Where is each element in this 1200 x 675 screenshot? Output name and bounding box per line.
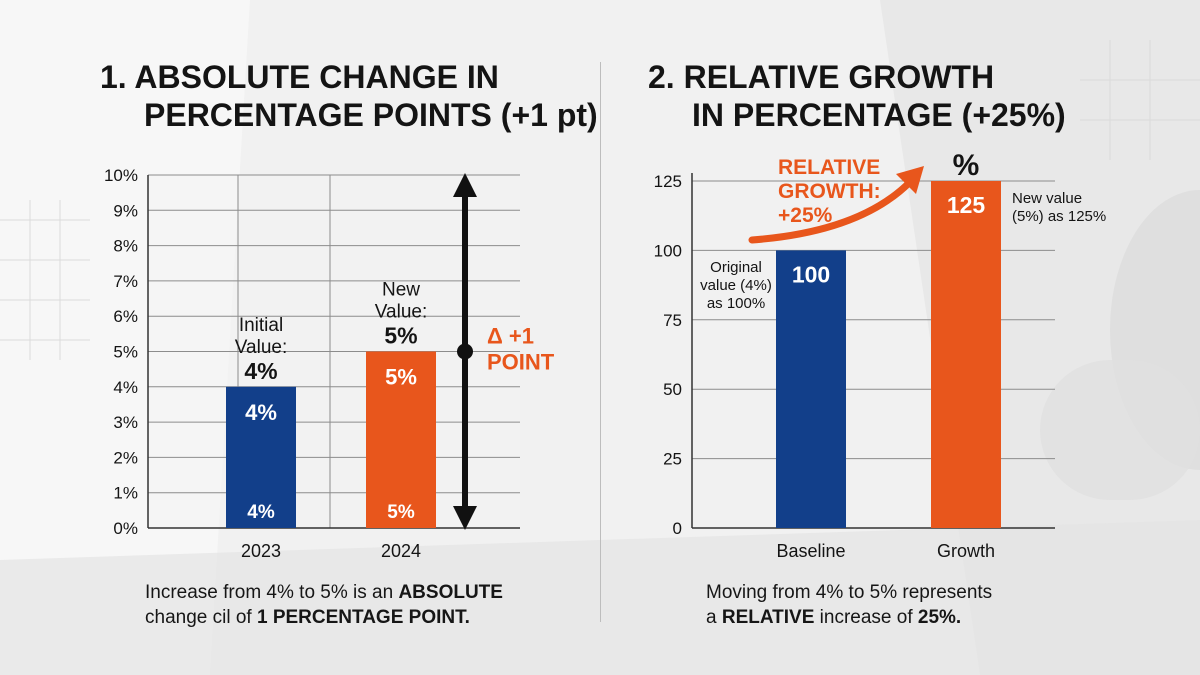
right-y-tick-label: 50 — [663, 380, 682, 399]
right-y-axis: 0 25 50 75 100 125 Baseline Growth — [654, 172, 1055, 561]
left-caption-line2-text: change cil of — [145, 607, 257, 628]
arrow-up-icon — [453, 173, 477, 197]
right-caption: Moving from 4% to 5% represents a RELATI… — [706, 580, 992, 630]
baseline-note-line3: as 100% — [707, 295, 765, 312]
delta-marker-dot — [457, 343, 473, 360]
left-caption-absolute: ABSOLUTE — [398, 582, 503, 603]
right-caption-line1: Moving from 4% to 5% represents — [706, 582, 993, 603]
left-bar-bottom-label: 4% — [247, 502, 275, 523]
left-y-tick-label: 9% — [113, 201, 138, 220]
left-bar-bottom-label: 5% — [387, 502, 415, 523]
delta-label-line2: POINT — [487, 350, 555, 375]
left-y-tick-label: 2% — [113, 448, 138, 467]
growth-arrow-icon — [896, 166, 924, 194]
left-y-tick-label: 8% — [113, 237, 138, 256]
left-caption-line1-text: Increase from 4% to 5% is an — [145, 582, 399, 603]
right-y-tick-label: 75 — [663, 311, 682, 330]
growth-arrow-curve — [748, 178, 914, 244]
right-bars: 100 125 — [776, 181, 1001, 528]
left-y-tick-label: 0% — [113, 519, 138, 538]
left-bar-2024 — [366, 351, 436, 528]
initial-value-annotation-line2: Value: — [235, 337, 287, 358]
relative-growth-label-line1: RELATIVE — [778, 156, 880, 179]
initial-value-annotation-value: 4% — [244, 358, 277, 384]
left-bars: 4% 4% 5% 5% — [226, 351, 436, 528]
baseline-note-line1: Original — [710, 259, 762, 276]
new-value-annotation-line1: New — [382, 280, 420, 301]
right-caption-relative: RELATIVE — [721, 607, 815, 628]
arrow-down-icon — [453, 506, 477, 530]
left-y-tick-label: 1% — [113, 484, 138, 503]
right-y-tick-label: 25 — [663, 450, 682, 469]
right-x-tick-label: Growth — [937, 541, 995, 561]
left-bar-top-label: 4% — [245, 400, 277, 425]
percent-unit-label: % — [953, 149, 980, 182]
left-x-tick-label: 2023 — [241, 541, 281, 561]
right-bar-growth — [931, 181, 1001, 528]
right-caption-line2-pre: a — [706, 607, 722, 628]
right-title-line1: 2. RELATIVE GROWTH — [648, 59, 995, 95]
left-bar-2023 — [226, 386, 296, 528]
left-panel-title: 1. ABSOLUTE CHANGE IN PERCENTAGE POINTS … — [100, 58, 598, 134]
left-caption: Increase from 4% to 5% is an ABSOLUTE ch… — [145, 580, 503, 630]
right-y-tick-label: 0 — [673, 519, 682, 538]
left-y-tick-label: 5% — [113, 343, 138, 362]
right-caption-percent: 25%. — [917, 607, 962, 628]
right-panel-title: 2. RELATIVE GROWTH IN PERCENTAGE (+25%) — [648, 58, 1066, 134]
right-title-line2: IN PERCENTAGE (+25%) — [692, 97, 1066, 133]
left-y-tick-label: 10% — [104, 166, 138, 185]
left-y-tick-label: 4% — [113, 378, 138, 397]
relative-growth-label-line3: +25% — [778, 204, 833, 227]
right-bar-value-label: 125 — [947, 192, 986, 218]
right-x-tick-label: Baseline — [776, 541, 845, 561]
right-bar-baseline — [776, 250, 846, 528]
left-bar-top-label: 5% — [385, 365, 417, 390]
new-value-annotation-value: 5% — [384, 323, 417, 349]
relative-growth-label-line2: GROWTH: — [778, 180, 881, 203]
left-title-line1: 1. ABSOLUTE CHANGE IN — [100, 59, 499, 95]
growth-note-line2: (5%) as 125% — [1012, 208, 1106, 225]
right-caption-line2-mid: increase of — [814, 607, 918, 628]
left-caption-point: 1 PERCENTAGE POINT. — [256, 607, 470, 628]
new-value-annotation-line2: Value: — [375, 302, 427, 323]
left-y-tick-label: 3% — [113, 413, 138, 432]
left-y-tick-label: 7% — [113, 272, 138, 291]
left-y-axis: 0% 1% 2% 3% 4% 5% 6% 7% 8% 9% 10% 2023 2024 — [104, 166, 520, 561]
growth-note-line1: New value — [1012, 190, 1082, 207]
left-x-tick-label: 2024 — [381, 541, 421, 561]
panel-divider — [600, 62, 601, 622]
absolute-change-chart: 0% 1% 2% 3% 4% 5% 6% 7% 8% 9% 10% 2023 2024 4% 4% 5% 5%… — [104, 166, 555, 561]
delta-label-line1: Δ +1 — [487, 324, 534, 349]
right-y-tick-label: 100 — [654, 241, 682, 260]
left-title-line2: PERCENTAGE POINTS (+1 pt) — [144, 97, 598, 133]
right-bar-value-label: 100 — [792, 261, 830, 287]
initial-value-annotation-line1: Initial — [239, 315, 283, 336]
baseline-note-line2: value (4%) — [700, 277, 772, 294]
left-y-tick-label: 6% — [113, 307, 138, 326]
right-y-tick-label: 125 — [654, 172, 682, 191]
